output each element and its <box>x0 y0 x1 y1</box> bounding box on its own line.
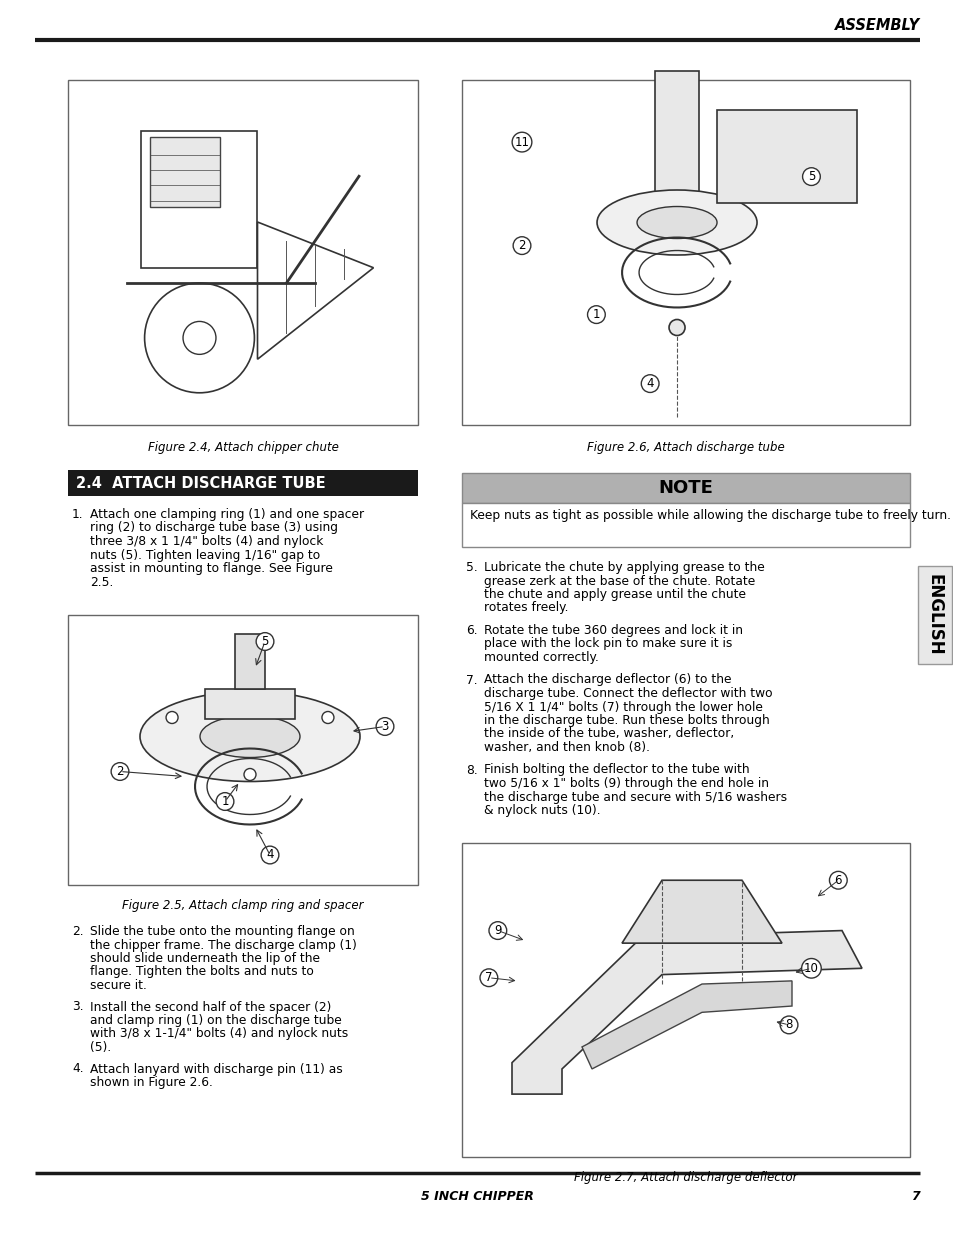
Text: nuts (5). Tighten leaving 1/16" gap to: nuts (5). Tighten leaving 1/16" gap to <box>90 548 320 562</box>
Ellipse shape <box>200 715 299 757</box>
Text: secure it.: secure it. <box>90 979 147 992</box>
Circle shape <box>321 711 334 724</box>
Text: 11: 11 <box>514 136 529 148</box>
Text: 1: 1 <box>592 308 599 321</box>
Bar <box>655 72 699 203</box>
Text: three 3/8 x 1 1/4" bolts (4) and nylock: three 3/8 x 1 1/4" bolts (4) and nylock <box>90 535 323 548</box>
Text: in the discharge tube. Run these bolts through: in the discharge tube. Run these bolts t… <box>483 714 769 727</box>
Text: 7: 7 <box>910 1191 919 1203</box>
Text: 6: 6 <box>834 873 841 887</box>
Text: 8: 8 <box>784 1019 792 1031</box>
Text: ASSEMBLY: ASSEMBLY <box>834 17 919 32</box>
Bar <box>461 503 909 547</box>
Ellipse shape <box>597 190 757 254</box>
Bar <box>234 634 265 688</box>
Text: Figure 2.7, Attach discharge deflector: Figure 2.7, Attach discharge deflector <box>574 1171 797 1183</box>
Text: 1.: 1. <box>71 508 84 521</box>
Text: NOTE: NOTE <box>658 479 713 496</box>
Circle shape <box>668 320 684 336</box>
Circle shape <box>166 711 178 724</box>
Text: 2.5.: 2.5. <box>90 576 113 589</box>
Text: with 3/8 x 1-1/4" bolts (4) and nylock nuts: with 3/8 x 1-1/4" bolts (4) and nylock n… <box>90 1028 348 1041</box>
Text: 7: 7 <box>485 971 492 984</box>
Polygon shape <box>717 110 856 203</box>
Text: 8.: 8. <box>465 763 477 777</box>
Text: discharge tube. Connect the deflector with two: discharge tube. Connect the deflector wi… <box>483 687 772 700</box>
Text: Slide the tube onto the mounting flange on: Slide the tube onto the mounting flange … <box>90 925 355 939</box>
Text: 10: 10 <box>803 962 818 974</box>
Text: 4: 4 <box>266 848 274 862</box>
Text: 4.: 4. <box>71 1062 84 1076</box>
Text: 5/16 X 1 1/4" bolts (7) through the lower hole: 5/16 X 1 1/4" bolts (7) through the lowe… <box>483 700 762 714</box>
Text: washer, and then knob (8).: washer, and then knob (8). <box>483 741 649 755</box>
Bar <box>461 80 909 425</box>
Text: 7.: 7. <box>465 673 477 687</box>
Polygon shape <box>581 981 791 1070</box>
Ellipse shape <box>140 692 359 782</box>
Text: 2.4  ATTACH DISCHARGE TUBE: 2.4 ATTACH DISCHARGE TUBE <box>76 475 325 490</box>
Text: Lubricate the chute by applying grease to the: Lubricate the chute by applying grease t… <box>483 561 764 574</box>
Text: two 5/16 x 1" bolts (9) through the end hole in: two 5/16 x 1" bolts (9) through the end … <box>483 777 768 790</box>
Text: the chute and apply grease until the chute: the chute and apply grease until the chu… <box>483 588 745 601</box>
Bar <box>68 80 417 425</box>
Text: assist in mounting to flange. See Figure: assist in mounting to flange. See Figure <box>90 562 333 576</box>
Text: shown in Figure 2.6.: shown in Figure 2.6. <box>90 1076 213 1089</box>
Text: should slide underneath the lip of the: should slide underneath the lip of the <box>90 952 319 965</box>
Bar <box>68 471 417 496</box>
Text: 5: 5 <box>807 170 814 183</box>
Text: grease zerk at the base of the chute. Rotate: grease zerk at the base of the chute. Ro… <box>483 574 755 588</box>
Text: Install the second half of the spacer (2): Install the second half of the spacer (2… <box>90 1000 331 1014</box>
Bar <box>461 473 909 503</box>
Text: 1: 1 <box>221 795 229 808</box>
Text: 3: 3 <box>381 720 388 734</box>
Text: ring (2) to discharge tube base (3) using: ring (2) to discharge tube base (3) usin… <box>90 521 337 535</box>
Text: ENGLISH: ENGLISH <box>925 574 943 656</box>
Text: 6.: 6. <box>465 624 477 637</box>
Text: 2: 2 <box>116 764 124 778</box>
Polygon shape <box>512 930 862 1094</box>
Text: mounted correctly.: mounted correctly. <box>483 651 598 664</box>
Text: flange. Tighten the bolts and nuts to: flange. Tighten the bolts and nuts to <box>90 966 314 978</box>
Circle shape <box>244 768 255 781</box>
Text: Figure 2.6, Attach discharge tube: Figure 2.6, Attach discharge tube <box>586 441 784 453</box>
Text: (5).: (5). <box>90 1041 112 1053</box>
Text: the chipper frame. The discharge clamp (1): the chipper frame. The discharge clamp (… <box>90 939 356 951</box>
Text: Attach lanyard with discharge pin (11) as: Attach lanyard with discharge pin (11) a… <box>90 1062 342 1076</box>
Text: 5 INCH CHIPPER: 5 INCH CHIPPER <box>420 1191 533 1203</box>
Text: 4: 4 <box>646 377 653 390</box>
Text: the discharge tube and secure with 5/16 washers: the discharge tube and secure with 5/16 … <box>483 790 786 804</box>
Text: the inside of the tube, washer, deflector,: the inside of the tube, washer, deflecto… <box>483 727 734 741</box>
Bar <box>205 688 294 719</box>
Text: 5.: 5. <box>465 561 477 574</box>
Text: Figure 2.4, Attach chipper chute: Figure 2.4, Attach chipper chute <box>148 441 338 453</box>
Text: Attach the discharge deflector (6) to the: Attach the discharge deflector (6) to th… <box>483 673 731 687</box>
Bar <box>68 615 417 885</box>
Polygon shape <box>621 881 781 944</box>
Text: Keep nuts as tight as possible while allowing the discharge tube to freely turn.: Keep nuts as tight as possible while all… <box>470 509 950 522</box>
Text: Attach one clamping ring (1) and one spacer: Attach one clamping ring (1) and one spa… <box>90 508 364 521</box>
Text: 2.: 2. <box>71 925 84 939</box>
Text: place with the lock pin to make sure it is: place with the lock pin to make sure it … <box>483 637 732 651</box>
Text: & nylock nuts (10).: & nylock nuts (10). <box>483 804 600 818</box>
Text: rotates freely.: rotates freely. <box>483 601 568 615</box>
Text: and clamp ring (1) on the discharge tube: and clamp ring (1) on the discharge tube <box>90 1014 341 1028</box>
Text: 5: 5 <box>261 635 269 648</box>
Text: 3.: 3. <box>71 1000 84 1014</box>
Ellipse shape <box>637 206 717 238</box>
Text: Rotate the tube 360 degrees and lock it in: Rotate the tube 360 degrees and lock it … <box>483 624 742 637</box>
Bar <box>461 842 909 1157</box>
Polygon shape <box>150 137 219 206</box>
Text: 9: 9 <box>494 924 501 937</box>
Text: 2: 2 <box>517 240 525 252</box>
Text: Finish bolting the deflector to the tube with: Finish bolting the deflector to the tube… <box>483 763 749 777</box>
Text: Figure 2.5, Attach clamp ring and spacer: Figure 2.5, Attach clamp ring and spacer <box>122 899 363 911</box>
